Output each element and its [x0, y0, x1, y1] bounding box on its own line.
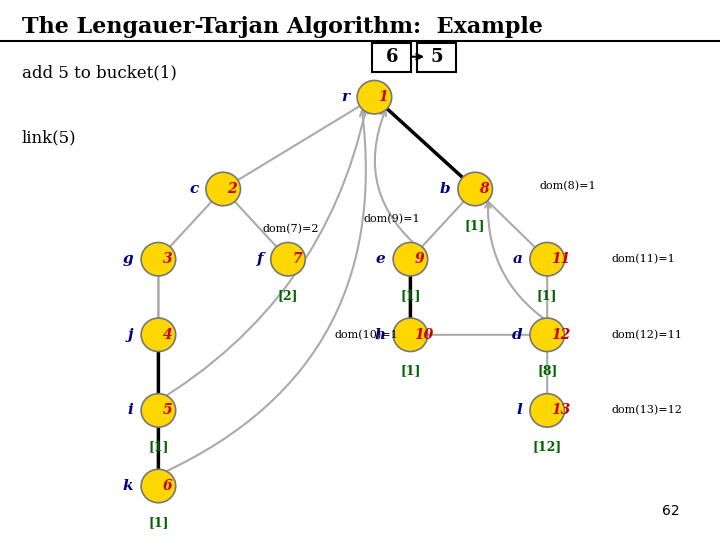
- Text: add 5 to bucket(1): add 5 to bucket(1): [22, 65, 176, 82]
- Text: i: i: [127, 403, 133, 417]
- Ellipse shape: [206, 172, 240, 206]
- Text: d: d: [512, 328, 522, 342]
- Text: 11: 11: [552, 252, 570, 266]
- Text: dom(8)=1: dom(8)=1: [540, 181, 597, 192]
- Text: 6: 6: [386, 48, 399, 66]
- Text: dom(9)=1: dom(9)=1: [364, 213, 420, 224]
- Ellipse shape: [530, 318, 564, 352]
- Ellipse shape: [357, 80, 392, 114]
- Ellipse shape: [271, 242, 305, 276]
- Ellipse shape: [530, 394, 564, 427]
- Text: k: k: [123, 479, 133, 493]
- Text: l: l: [516, 403, 522, 417]
- Text: 2: 2: [228, 182, 237, 196]
- Text: [1]: [1]: [465, 219, 485, 232]
- Text: 9: 9: [415, 252, 424, 266]
- Text: 6: 6: [163, 479, 172, 493]
- Text: link(5): link(5): [22, 130, 76, 146]
- FancyBboxPatch shape: [417, 43, 456, 72]
- Text: j: j: [128, 328, 133, 342]
- Ellipse shape: [141, 394, 176, 427]
- Text: 5: 5: [431, 48, 444, 66]
- Text: g: g: [123, 252, 133, 266]
- Text: 7: 7: [292, 252, 302, 266]
- Text: dom(10)=1: dom(10)=1: [335, 329, 399, 340]
- Text: 3: 3: [163, 252, 172, 266]
- Text: h: h: [374, 328, 385, 342]
- Text: dom(11)=1: dom(11)=1: [612, 254, 676, 265]
- Text: b: b: [440, 182, 450, 196]
- Ellipse shape: [393, 242, 428, 276]
- Text: [1]: [1]: [148, 516, 168, 529]
- Text: r: r: [341, 90, 349, 104]
- Ellipse shape: [393, 318, 428, 352]
- Text: [1]: [1]: [148, 440, 168, 453]
- Text: f: f: [256, 252, 263, 266]
- Text: [2]: [2]: [278, 289, 298, 302]
- Text: 1: 1: [379, 90, 388, 104]
- Text: [1]: [1]: [537, 289, 557, 302]
- Text: The Lengauer-Tarjan Algorithm:  Example: The Lengauer-Tarjan Algorithm: Example: [22, 16, 542, 38]
- Ellipse shape: [141, 242, 176, 276]
- Text: dom(13)=12: dom(13)=12: [612, 405, 683, 416]
- Text: [1]: [1]: [400, 364, 420, 377]
- Text: [1]: [1]: [400, 289, 420, 302]
- Text: 4: 4: [163, 328, 172, 342]
- Ellipse shape: [141, 469, 176, 503]
- Text: c: c: [189, 182, 198, 196]
- Text: 10: 10: [415, 328, 433, 342]
- Text: 62: 62: [662, 504, 680, 518]
- Text: dom(7)=2: dom(7)=2: [263, 224, 319, 235]
- Text: dom(12)=11: dom(12)=11: [612, 329, 683, 340]
- Text: 5: 5: [163, 403, 172, 417]
- Ellipse shape: [530, 242, 564, 276]
- Text: 12: 12: [552, 328, 570, 342]
- Ellipse shape: [458, 172, 492, 206]
- Text: a: a: [513, 252, 522, 266]
- Ellipse shape: [141, 318, 176, 352]
- Text: 8: 8: [480, 182, 489, 196]
- Text: e: e: [376, 252, 385, 266]
- FancyBboxPatch shape: [372, 43, 411, 72]
- Text: [8]: [8]: [537, 364, 557, 377]
- Text: 13: 13: [552, 403, 570, 417]
- Text: [12]: [12]: [533, 440, 562, 453]
